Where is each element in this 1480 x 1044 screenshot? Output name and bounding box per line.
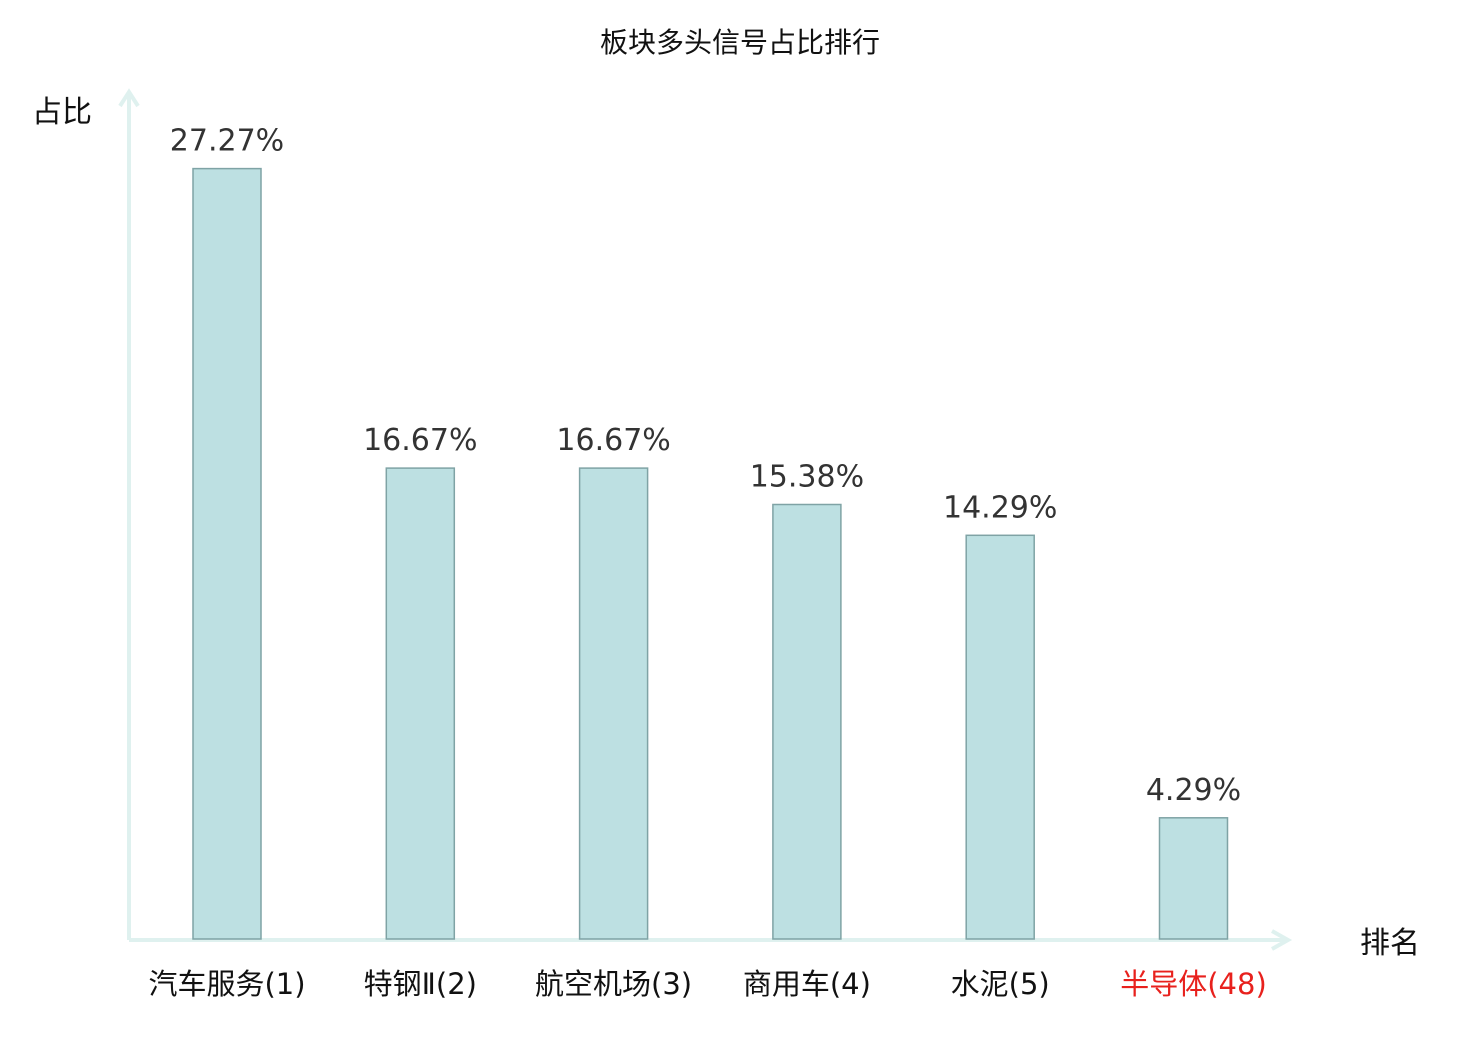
bar-value-label: 4.29%: [1146, 773, 1241, 808]
bar-value-label: 14.29%: [943, 490, 1057, 525]
x-tick-label: 特钢Ⅱ(2): [364, 967, 477, 1001]
bar-value-label: 27.27%: [170, 124, 284, 159]
x-tick-label: 半导体(48): [1120, 967, 1267, 1001]
x-tick-label: 航空机场(3): [535, 967, 692, 1001]
chart-title: 板块多头信号占比排行: [600, 26, 880, 59]
bar-value-label: 16.67%: [556, 423, 670, 458]
x-tick-label: 商用车(4): [743, 967, 871, 1001]
category-labels-group: 汽车服务(1) 特钢Ⅱ(2) 航空机场(3) 商用车(4) 水泥(5) 半导体(48): [148, 967, 1266, 1001]
bar-value-label: 16.67%: [363, 423, 477, 458]
bar: [965, 534, 1035, 940]
bars-group: [192, 167, 1229, 940]
bar: [1158, 817, 1229, 940]
x-tick-label: 汽车服务(1): [148, 967, 305, 1001]
value-labels-group: 27.27% 16.67% 16.67% 15.38% 14.29% 4.29%: [170, 124, 1241, 808]
x-axis-arrow: [1271, 929, 1293, 951]
bar: [385, 467, 456, 940]
bar: [772, 503, 842, 940]
x-axis-label: 排名: [1360, 926, 1420, 961]
y-axis-label: 占比: [32, 95, 92, 130]
bar: [192, 167, 262, 940]
axes: [118, 88, 1293, 951]
bar: [578, 467, 649, 940]
y-axis-arrow: [118, 88, 140, 108]
x-tick-label: 水泥(5): [951, 967, 1050, 1001]
bar-value-label: 15.38%: [750, 460, 864, 495]
